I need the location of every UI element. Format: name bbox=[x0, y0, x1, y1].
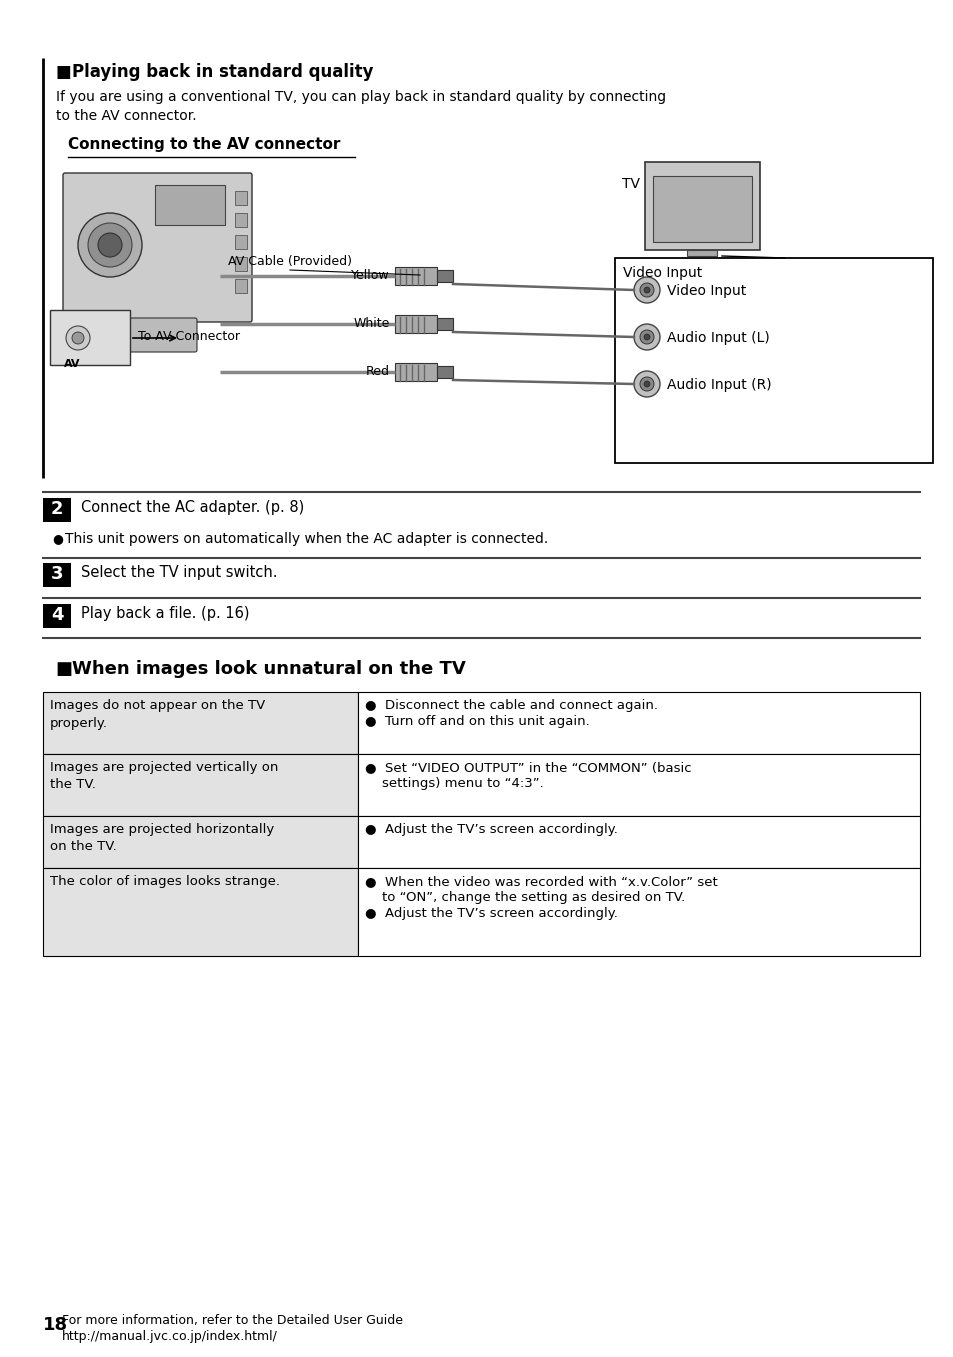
Text: ●  Set “VIDEO OUTPUT” in the “COMMON” (basic: ● Set “VIDEO OUTPUT” in the “COMMON” (ba… bbox=[365, 761, 691, 773]
Text: ●  When the video was recorded with “x.v.Color” set: ● When the video was recorded with “x.v.… bbox=[365, 875, 717, 887]
Bar bbox=[357, 692, 919, 754]
Bar bbox=[395, 364, 436, 381]
Text: Connecting to the AV connector: Connecting to the AV connector bbox=[68, 137, 340, 152]
Text: Playing back in standard quality: Playing back in standard quality bbox=[71, 62, 374, 81]
Text: If you are using a conventional TV, you can play back in standard quality by con: If you are using a conventional TV, you … bbox=[56, 90, 665, 123]
Text: Play back a file. (p. 16): Play back a file. (p. 16) bbox=[81, 607, 250, 622]
Bar bbox=[234, 280, 247, 293]
Bar bbox=[50, 309, 130, 365]
Bar bbox=[43, 604, 71, 628]
Text: ■: ■ bbox=[56, 660, 86, 678]
Text: Video Input: Video Input bbox=[622, 266, 701, 280]
Circle shape bbox=[639, 330, 654, 345]
Text: ●  Adjust the TV’s screen accordingly.: ● Adjust the TV’s screen accordingly. bbox=[365, 906, 618, 920]
Text: AV Cable (Provided): AV Cable (Provided) bbox=[228, 255, 352, 267]
Text: ●  Adjust the TV’s screen accordingly.: ● Adjust the TV’s screen accordingly. bbox=[365, 822, 618, 836]
Bar bbox=[234, 213, 247, 227]
Text: ■: ■ bbox=[56, 62, 83, 81]
Text: to “ON”, change the setting as desired on TV.: to “ON”, change the setting as desired o… bbox=[365, 892, 684, 904]
Text: Connect the AC adapter. (p. 8): Connect the AC adapter. (p. 8) bbox=[81, 499, 304, 516]
Text: When images look unnatural on the TV: When images look unnatural on the TV bbox=[71, 660, 465, 678]
Circle shape bbox=[634, 324, 659, 350]
Text: This unit powers on automatically when the AC adapter is connected.: This unit powers on automatically when t… bbox=[65, 532, 548, 546]
Circle shape bbox=[639, 377, 654, 391]
Bar bbox=[652, 176, 751, 242]
Bar bbox=[357, 868, 919, 955]
Text: Images are projected horizontally
on the TV.: Images are projected horizontally on the… bbox=[50, 822, 274, 854]
Circle shape bbox=[643, 381, 649, 387]
Text: Red: Red bbox=[366, 365, 390, 379]
Text: http://manual.jvc.co.jp/index.html/: http://manual.jvc.co.jp/index.html/ bbox=[62, 1330, 277, 1343]
Bar bbox=[43, 563, 71, 588]
Bar bbox=[644, 161, 760, 250]
Bar bbox=[43, 498, 71, 522]
Bar bbox=[357, 754, 919, 816]
Bar bbox=[436, 270, 453, 282]
Bar bbox=[43, 868, 357, 955]
Text: White: White bbox=[354, 318, 390, 330]
Text: To AV Connector: To AV Connector bbox=[138, 330, 240, 343]
Text: Yellow: Yellow bbox=[351, 269, 390, 282]
Text: 4: 4 bbox=[51, 607, 63, 624]
Bar bbox=[154, 185, 225, 225]
Bar bbox=[615, 258, 932, 463]
Text: Images are projected vertically on
the TV.: Images are projected vertically on the T… bbox=[50, 761, 278, 791]
Bar bbox=[234, 235, 247, 248]
Text: Video Input: Video Input bbox=[666, 284, 745, 299]
Text: For more information, refer to the Detailed User Guide: For more information, refer to the Detai… bbox=[62, 1314, 402, 1327]
Text: The color of images looks strange.: The color of images looks strange. bbox=[50, 875, 280, 887]
Circle shape bbox=[634, 277, 659, 303]
Circle shape bbox=[643, 334, 649, 341]
Text: Select the TV input switch.: Select the TV input switch. bbox=[81, 565, 277, 579]
Text: 2: 2 bbox=[51, 499, 63, 518]
Bar bbox=[395, 267, 436, 285]
Circle shape bbox=[71, 332, 84, 345]
Bar bbox=[43, 692, 357, 754]
Bar bbox=[234, 256, 247, 271]
FancyBboxPatch shape bbox=[63, 172, 252, 322]
Text: TV: TV bbox=[621, 176, 639, 191]
Bar bbox=[436, 366, 453, 379]
Bar bbox=[234, 191, 247, 205]
Text: ●: ● bbox=[52, 532, 63, 546]
Bar bbox=[357, 816, 919, 868]
FancyBboxPatch shape bbox=[83, 318, 196, 351]
Bar bbox=[43, 816, 357, 868]
Text: 3: 3 bbox=[51, 565, 63, 584]
Circle shape bbox=[639, 284, 654, 297]
Text: settings) menu to “4:3”.: settings) menu to “4:3”. bbox=[365, 778, 543, 790]
Bar bbox=[686, 250, 717, 256]
Circle shape bbox=[98, 233, 122, 256]
Circle shape bbox=[634, 370, 659, 398]
Text: ●  Disconnect the cable and connect again.: ● Disconnect the cable and connect again… bbox=[365, 699, 658, 712]
Text: 18: 18 bbox=[43, 1316, 68, 1334]
Circle shape bbox=[643, 286, 649, 293]
Bar bbox=[395, 315, 436, 332]
Text: Audio Input (L): Audio Input (L) bbox=[666, 331, 769, 345]
Circle shape bbox=[78, 213, 142, 277]
Bar bbox=[43, 754, 357, 816]
Text: Images do not appear on the TV
properly.: Images do not appear on the TV properly. bbox=[50, 699, 265, 730]
Circle shape bbox=[88, 223, 132, 267]
Text: AV: AV bbox=[64, 360, 80, 369]
Text: Audio Input (R): Audio Input (R) bbox=[666, 379, 771, 392]
Circle shape bbox=[66, 326, 90, 350]
Bar bbox=[436, 318, 453, 330]
Text: ●  Turn off and on this unit again.: ● Turn off and on this unit again. bbox=[365, 715, 589, 727]
